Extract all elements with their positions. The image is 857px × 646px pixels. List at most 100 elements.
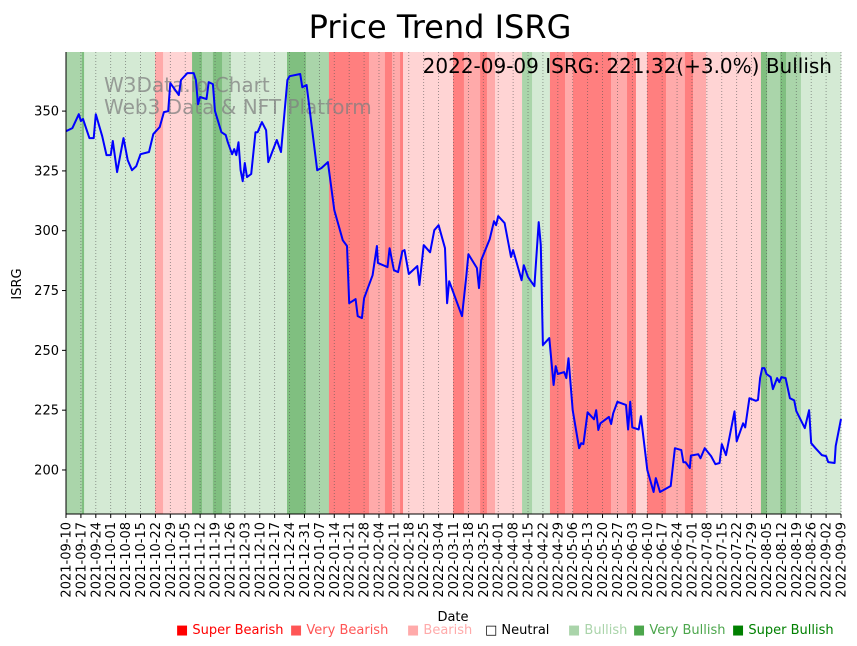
price-line (65, 72, 842, 493)
x-axis-label: Date (437, 610, 468, 625)
x-tick-label: 2022-05-20 (596, 522, 611, 598)
x-tick-label: 2021-12-10 (253, 522, 268, 598)
band-very-bearish (665, 52, 686, 514)
x-axis-ticks: 2021-09-10 2021-09-17 2021-09-24 2021-10-01… (60, 514, 850, 598)
y-tick-label: 200 (34, 463, 59, 478)
x-tick-label: 2022-04-01 (492, 522, 507, 598)
band-super-bearish (572, 52, 612, 514)
x-tick-label: 2022-08-05 (760, 522, 775, 598)
band-bearish (635, 52, 648, 514)
x-tick-label: 2022-07-22 (730, 522, 745, 598)
legend: ■ Super Bearish ■ Very Bearish ■ Bearish □ … (176, 623, 834, 638)
band-very-bullish (222, 52, 232, 514)
band-super-bullish (81, 52, 85, 514)
band-bearish (163, 52, 193, 514)
x-tick-label: 2022-07-08 (700, 522, 715, 598)
x-tick-label: 2022-07-01 (685, 522, 700, 598)
x-tick-label: 2022-03-04 (432, 522, 447, 598)
band-bearish (706, 52, 762, 514)
x-tick-label: 2021-10-15 (134, 522, 149, 598)
x-tick-label: 2021-09-17 (74, 522, 89, 598)
band-very-bearish (693, 52, 707, 514)
y-tick-label: 275 (34, 284, 59, 299)
band-bullish (800, 52, 842, 514)
x-tick-label: 2022-03-18 (462, 522, 477, 598)
x-tick-label: 2022-09-09 (835, 522, 850, 598)
band-bearish (403, 52, 454, 514)
x-tick-label: 2022-06-24 (671, 522, 686, 598)
x-tick-label: 2022-03-25 (477, 522, 492, 598)
chart-title: Price Trend ISRG (309, 8, 572, 46)
x-tick-label: 2022-06-17 (656, 522, 671, 598)
legend-item: □ Neutral (485, 623, 549, 638)
band-super-bearish (400, 52, 404, 514)
x-tick-label: 2021-11-12 (194, 522, 209, 598)
x-tick-label: 2022-03-11 (447, 522, 462, 598)
vertical-gridlines (65, 52, 842, 514)
x-tick-label: 2021-10-01 (104, 522, 119, 598)
band-very-bullish (202, 52, 214, 514)
y-tick-label: 350 (34, 105, 59, 120)
x-tick-label: 2022-08-19 (790, 522, 805, 598)
band-super-bearish (627, 52, 637, 514)
watermark-line-2: Web3 Data & NFT Platform (104, 95, 372, 119)
x-tick-label: 2021-12-17 (268, 522, 283, 598)
band-very-bullish (522, 52, 533, 514)
regime-bands (66, 52, 842, 514)
band-very-bearish (611, 52, 628, 514)
band-super-bullish (192, 52, 203, 514)
x-tick-label: 2022-04-22 (536, 522, 551, 598)
x-tick-label: 2022-02-18 (402, 522, 417, 598)
price-annotation: 2022-09-09 ISRG: 221.32(+3.0%) Bullish (423, 54, 832, 78)
band-super-bullish (760, 52, 768, 514)
x-tick-label: 2021-09-10 (60, 522, 75, 598)
band-super-bearish (647, 52, 667, 514)
watermark-line-1: W3Data.io Chart (104, 73, 270, 97)
x-tick-label: 2021-11-05 (179, 522, 194, 598)
x-tick-label: 2022-01-07 (313, 522, 328, 598)
x-tick-label: 2022-04-08 (507, 522, 522, 598)
x-tick-label: 2022-07-29 (745, 522, 760, 598)
band-super-bearish (453, 52, 465, 514)
band-very-bearish (154, 52, 164, 514)
x-tick-label: 2021-12-24 (283, 522, 298, 598)
band-very-bearish (463, 52, 481, 514)
x-tick-label: 2022-06-03 (626, 522, 641, 598)
legend-item: ■ Very Bearish (290, 623, 388, 638)
x-tick-label: 2021-12-03 (238, 522, 253, 598)
x-tick-label: 2022-02-11 (387, 522, 402, 598)
x-tick-label: 2022-08-26 (805, 522, 820, 598)
y-tick-label: 225 (34, 404, 59, 419)
band-very-bearish (486, 52, 496, 514)
x-tick-label: 2022-02-04 (372, 522, 387, 598)
x-tick-label: 2022-06-10 (641, 522, 656, 598)
band-very-bullish (767, 52, 781, 514)
legend-item: ■ Bearish (407, 623, 472, 638)
x-tick-label: 2021-10-29 (164, 522, 179, 598)
x-tick-label: 2022-01-28 (358, 522, 373, 598)
band-super-bullish (287, 52, 307, 514)
band-super-bullish (212, 52, 223, 514)
band-very-bullish (66, 52, 83, 514)
x-tick-label: 2021-09-24 (89, 522, 104, 598)
band-super-bullish (780, 52, 787, 514)
x-tick-label: 2022-04-29 (551, 522, 566, 598)
x-tick-label: 2022-09-02 (820, 522, 835, 598)
band-very-bearish (391, 52, 401, 514)
legend-item: ■ Super Bearish (176, 623, 284, 638)
band-bullish (231, 52, 288, 514)
y-tick-label: 300 (34, 224, 59, 239)
band-very-bullish (305, 52, 330, 514)
x-tick-label: 2021-11-19 (209, 522, 224, 598)
band-super-bearish (684, 52, 694, 514)
band-very-bullish (786, 52, 802, 514)
band-very-bearish (368, 52, 386, 514)
x-tick-label: 2022-05-27 (611, 522, 626, 598)
x-tick-label: 2022-02-25 (417, 522, 432, 598)
y-axis-label: ISRG (10, 268, 25, 299)
band-bearish (495, 52, 523, 514)
x-tick-label: 2022-07-15 (715, 522, 730, 598)
x-tick-label: 2022-05-06 (566, 522, 581, 598)
y-tick-label: 250 (34, 344, 59, 359)
